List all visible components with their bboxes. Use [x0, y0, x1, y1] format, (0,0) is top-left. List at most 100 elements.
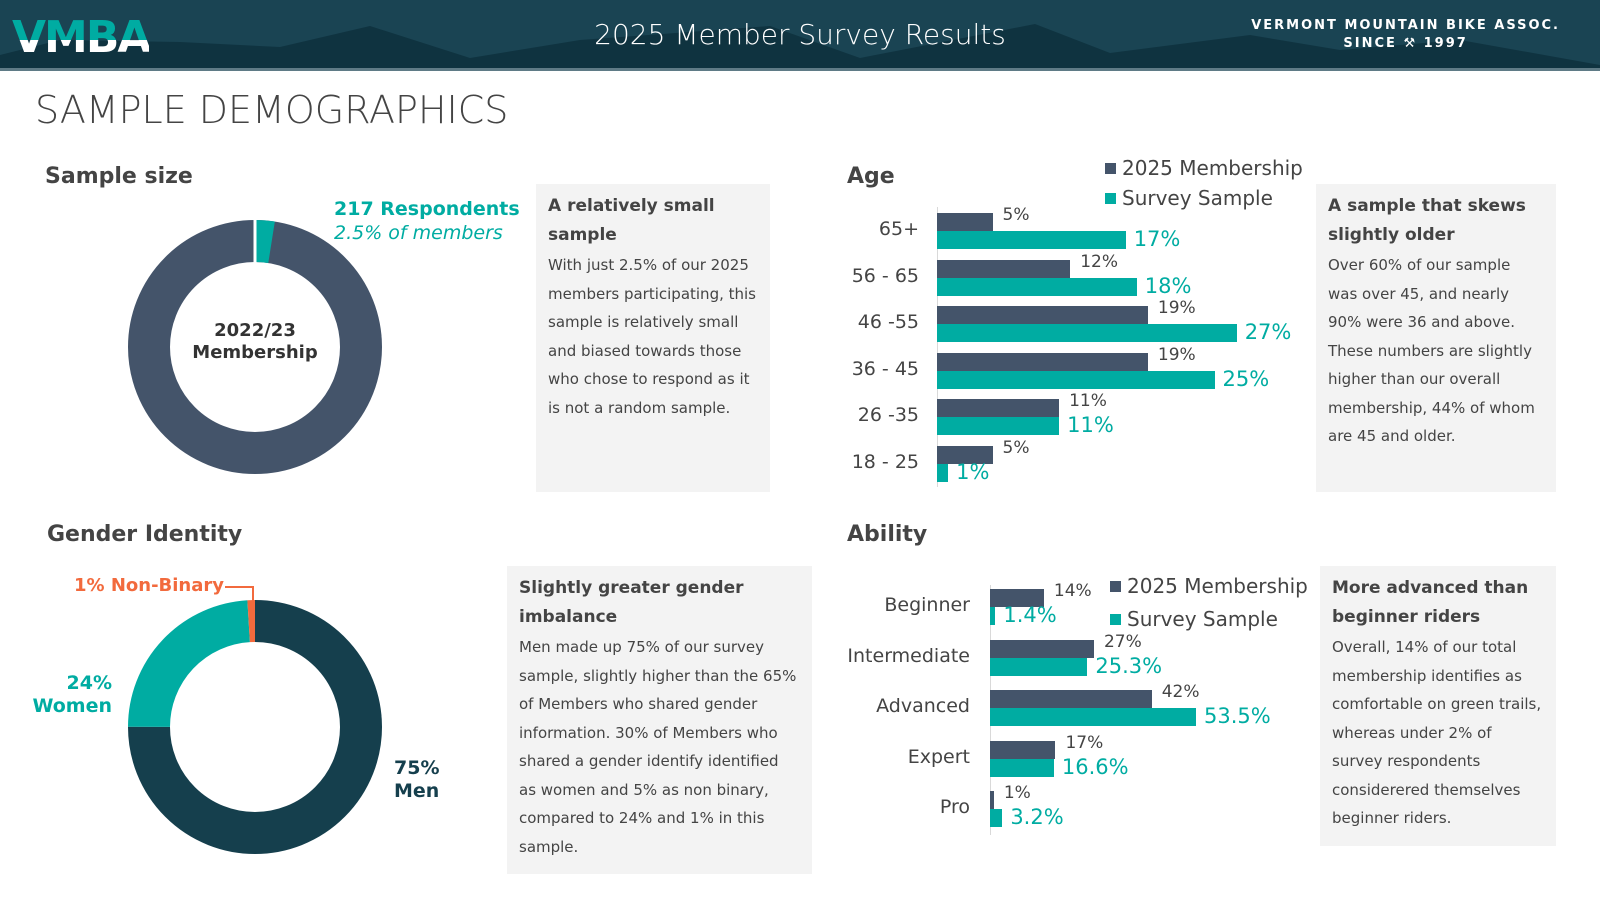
membership-value-label: 11% — [1069, 391, 1107, 411]
sample-value-label: 53.5% — [1203, 704, 1271, 728]
association-name: VERMONT MOUNTAIN BIKE ASSOC. SINCE ⚒ 199… — [1251, 18, 1560, 51]
box-text: Over 60% of our sample was over 45, and … — [1328, 256, 1535, 445]
membership-value-label: 14% — [1053, 581, 1092, 601]
gender-heading: Gender Identity — [47, 522, 243, 547]
membership-value-label: 1% — [1003, 783, 1031, 803]
ability-heading: Ability — [847, 522, 928, 547]
membership-value-label: 27% — [1103, 631, 1142, 652]
sample-value-label: 3.2% — [1010, 805, 1064, 829]
category-label: 46 -55 — [857, 311, 919, 333]
legend-swatch — [1105, 192, 1116, 204]
gender-donut — [128, 600, 382, 854]
sample-value-label: 18% — [1144, 273, 1192, 298]
box-text: Overall, 14% of our total membership ide… — [1332, 638, 1542, 827]
legend-swatch — [1110, 613, 1121, 625]
membership-bar — [990, 589, 1044, 607]
axis-line — [937, 207, 938, 487]
legend-label: Survey Sample — [1122, 186, 1273, 210]
legend-swatch — [1105, 162, 1116, 174]
sample-bar — [937, 417, 1060, 435]
women-text: Women — [32, 695, 112, 717]
men-pct: 75% — [394, 757, 440, 779]
nonbinary-leader-line — [225, 586, 254, 608]
mountains-graphic — [0, 24, 1600, 68]
age-textbox: A sample that skews slightly older Over … — [1316, 184, 1556, 492]
header-banner: VMBA 2025 Member Survey Results VERMONT … — [0, 0, 1600, 71]
respondents-percent: 2.5% of members — [334, 222, 503, 244]
membership-bar — [990, 791, 994, 809]
sample-value-label: 27% — [1244, 320, 1292, 344]
legend-label: 2025 Membership — [1127, 574, 1308, 598]
sample-value-label: 11% — [1067, 413, 1114, 437]
slice-non-binary — [128, 600, 382, 854]
age-heading: Age — [847, 164, 895, 189]
sample-bar — [990, 758, 1054, 777]
center-line-2: Membership — [192, 342, 318, 363]
assoc-line-2: SINCE ⚒ 1997 — [1343, 36, 1468, 51]
membership-bar — [990, 740, 1056, 759]
sample-value-label: 17% — [1133, 227, 1181, 251]
nonbinary-label: 1% Non-Binary — [74, 575, 225, 596]
legend-label: Survey Sample — [1127, 607, 1278, 631]
sample-value-label: 1% — [956, 459, 990, 484]
sample-bar — [990, 708, 1196, 726]
box-title: A relatively small sample — [548, 196, 715, 245]
report-title: 2025 Member Survey Results — [594, 18, 1006, 51]
membership-bar — [937, 445, 993, 464]
box-text: With just 2.5% of our 2025 members parti… — [548, 256, 756, 417]
category-label: Advanced — [876, 695, 970, 717]
category-label: 65+ — [878, 218, 919, 240]
sample-value-label: 16.6% — [1061, 754, 1129, 779]
donut-center-label: 2022/23 Membership — [180, 320, 330, 364]
men-text: Men — [394, 780, 440, 802]
women-pct: 24% — [66, 672, 112, 694]
category-label: 26 -35 — [857, 404, 919, 426]
box-title: Slightly greater gender imbalance — [519, 578, 744, 627]
sample-bar — [937, 370, 1215, 389]
membership-value-label: 17% — [1065, 732, 1104, 753]
sample-bar — [937, 277, 1137, 296]
sample-size-textbox: A relatively small sample With just 2.5%… — [536, 184, 770, 492]
box-title: More advanced than beginner riders — [1332, 578, 1529, 627]
membership-bar — [937, 399, 1060, 417]
ability-legend-sample: Survey Sample — [1110, 607, 1278, 631]
vmba-logo: VMBA — [12, 12, 151, 63]
sample-value-label: 1.4% — [1003, 603, 1057, 627]
ability-textbox: More advanced than beginner riders Overa… — [1320, 566, 1556, 846]
respondents-callout: 217 Respondents — [334, 198, 520, 220]
men-label: 75% Men — [394, 757, 439, 803]
membership-value-label: 42% — [1161, 682, 1200, 702]
legend-label: 2025 Membership — [1122, 156, 1303, 180]
sample-bar — [990, 809, 1003, 827]
sample-size-donut — [128, 220, 382, 474]
membership-bar — [937, 213, 993, 231]
membership-bar — [937, 306, 1148, 324]
membership-bar — [937, 259, 1071, 278]
age-legend-membership: 2025 Membership — [1105, 156, 1303, 180]
age-legend-sample: Survey Sample — [1105, 186, 1273, 210]
membership-value-label: 12% — [1080, 251, 1118, 272]
box-title: A sample that skews slightly older — [1328, 196, 1526, 245]
women-label: 24% Women — [28, 672, 112, 718]
sample-bar — [937, 463, 949, 482]
sample-value-label: 25% — [1222, 366, 1270, 391]
category-label: Pro — [939, 796, 970, 818]
membership-bar — [990, 639, 1094, 658]
category-label: Expert — [907, 745, 970, 768]
membership-bar — [990, 690, 1152, 708]
assoc-line-1: VERMONT MOUNTAIN BIKE ASSOC. — [1251, 18, 1560, 33]
legend-swatch — [1110, 580, 1121, 592]
page-title: SAMPLE DEMOGRAPHICS — [35, 88, 509, 132]
sample-bar — [990, 607, 996, 625]
membership-value-label: 5% — [1002, 437, 1030, 458]
gender-textbox: Slightly greater gender imbalance Men ma… — [507, 566, 812, 874]
membership-value-label: 19% — [1157, 298, 1196, 318]
sample-size-heading: Sample size — [45, 164, 193, 189]
sample-bar — [937, 324, 1237, 342]
category-label: Intermediate — [847, 644, 970, 667]
category-label: 56 - 65 — [851, 264, 919, 287]
category-label: 18 - 25 — [851, 450, 919, 473]
sample-bar — [937, 231, 1126, 249]
sample-value-label: 25.3% — [1095, 653, 1163, 678]
sample-bar — [990, 657, 1088, 676]
